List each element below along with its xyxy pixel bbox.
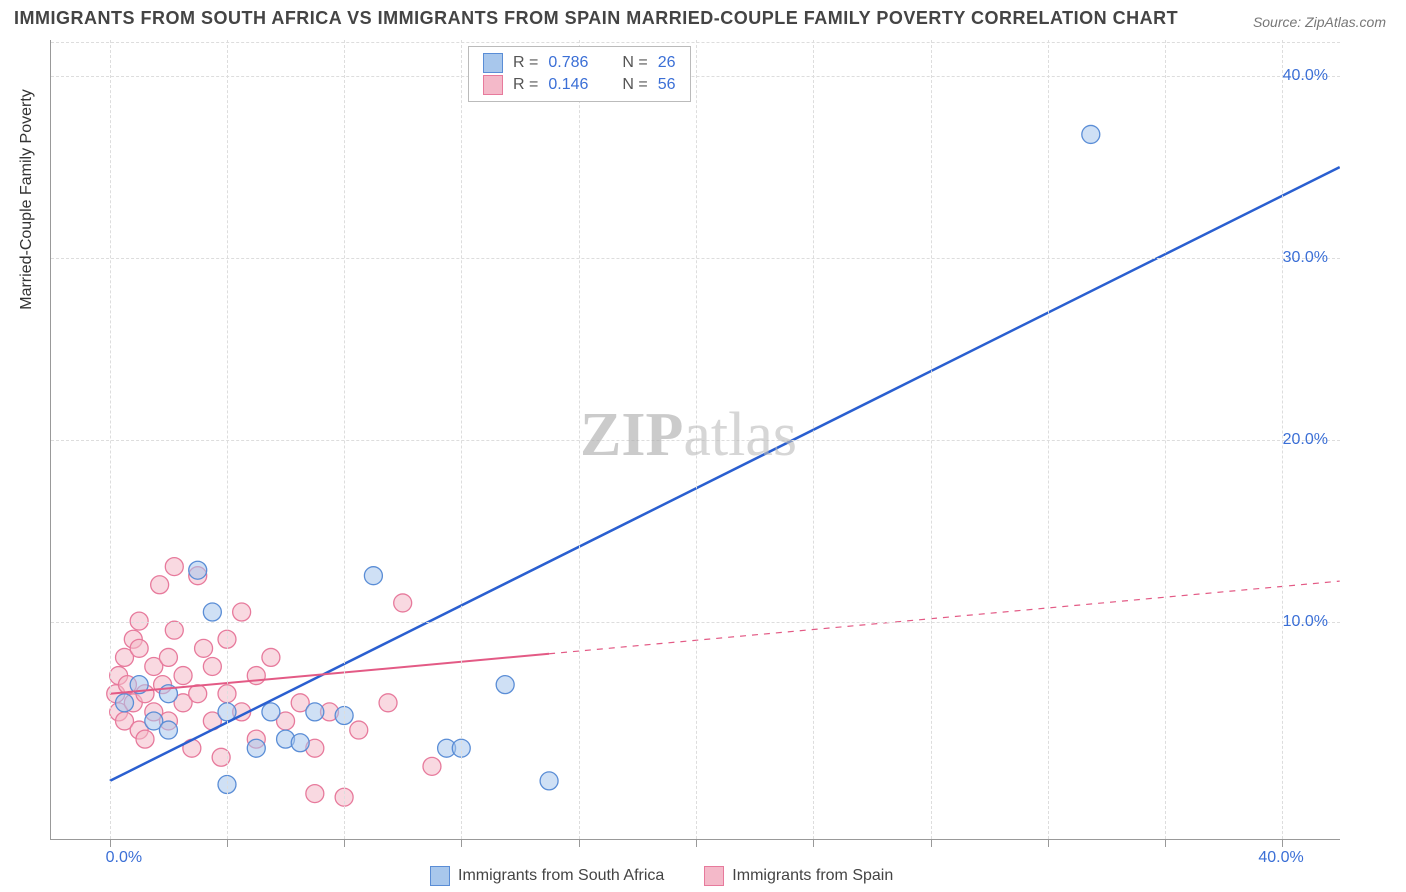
x-tick-label: 40.0% <box>1258 849 1303 867</box>
legend-item-south-africa: Immigrants from South Africa <box>430 866 664 886</box>
r-value-es: 0.146 <box>548 76 588 94</box>
swatch-south-africa <box>430 866 450 886</box>
source-attribution: Source: ZipAtlas.com <box>1253 14 1386 30</box>
r-label: R = <box>513 76 538 94</box>
legend-label-es: Immigrants from Spain <box>732 867 893 885</box>
chart-title: IMMIGRANTS FROM SOUTH AFRICA VS IMMIGRAN… <box>14 8 1178 29</box>
y-tick-label: 40.0% <box>1283 67 1328 85</box>
r-value-sa: 0.786 <box>548 54 588 72</box>
swatch-south-africa <box>483 53 503 73</box>
y-tick-label: 30.0% <box>1283 249 1328 267</box>
legend-row-spain: R = 0.146 N = 56 <box>483 75 676 95</box>
y-axis-label: Married-Couple Family Poverty <box>18 89 36 310</box>
y-tick-label: 10.0% <box>1283 613 1328 631</box>
n-label: N = <box>622 76 647 94</box>
scatter-plot-area: 10.0%20.0%30.0%40.0%0.0%40.0% <box>50 40 1340 840</box>
n-label: N = <box>622 54 647 72</box>
swatch-spain <box>483 75 503 95</box>
n-value-sa: 26 <box>658 54 676 72</box>
legend-label-sa: Immigrants from South Africa <box>458 867 664 885</box>
r-label: R = <box>513 54 538 72</box>
y-tick-label: 20.0% <box>1283 431 1328 449</box>
legend-row-south-africa: R = 0.786 N = 26 <box>483 53 676 73</box>
legend-item-spain: Immigrants from Spain <box>704 866 893 886</box>
correlation-legend: R = 0.786 N = 26 R = 0.146 N = 56 <box>468 46 691 102</box>
n-value-es: 56 <box>658 76 676 94</box>
series-legend: Immigrants from South Africa Immigrants … <box>430 866 893 886</box>
x-tick-label: 0.0% <box>106 849 142 867</box>
swatch-spain <box>704 866 724 886</box>
